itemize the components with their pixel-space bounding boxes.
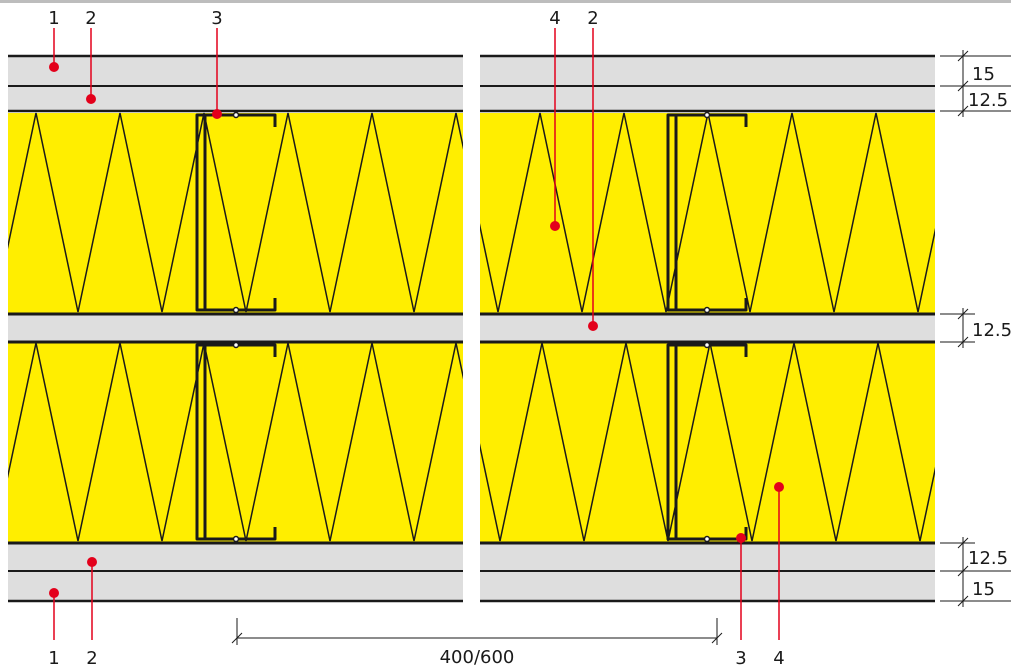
- marker-4-bottom: [774, 482, 784, 492]
- insulation-lower-right: [480, 343, 935, 542]
- callout-top-3: 3: [211, 8, 222, 29]
- callout-bottom-1: 1: [48, 648, 59, 668]
- stud-lower-left: [195, 343, 277, 541]
- dim-top-board: 15: [972, 64, 995, 85]
- board-inner-bottom-left: [8, 544, 463, 571]
- board-outer-bottom-right: [480, 571, 935, 601]
- dim-stud-spacing: 400/600: [440, 647, 515, 668]
- dim-second-board: 12.5: [968, 90, 1008, 111]
- callout-bottom-2: 2: [86, 648, 97, 668]
- marker-4-top: [550, 221, 560, 231]
- board-outer-top-right: [480, 56, 935, 86]
- board-inner-top-left: [8, 86, 463, 111]
- board-middle-right: [480, 315, 935, 341]
- board-outer-bottom-left: [8, 571, 463, 601]
- dim-middle-board: 12.5: [972, 320, 1011, 341]
- zigzag-lower-right: [480, 342, 935, 542]
- boards: [8, 56, 935, 601]
- marker-1-top: [49, 62, 59, 72]
- callout-top-2b: 2: [587, 8, 598, 29]
- marker-2-top: [86, 94, 96, 104]
- marker-2-middle: [588, 321, 598, 331]
- insulation: [8, 113, 935, 542]
- studs: [195, 113, 748, 541]
- leaders: [53, 28, 780, 640]
- dimension-lines: [231, 50, 1011, 645]
- markers: [49, 62, 784, 598]
- board-inner-bottom-right: [480, 544, 935, 571]
- insulation-upper-right: [480, 113, 935, 313]
- callout-top-1: 1: [48, 8, 59, 29]
- board-outer-top-left: [8, 56, 463, 86]
- marker-3-bottom: [736, 533, 746, 543]
- board-lines: [8, 54, 935, 603]
- dim-bottom-board: 15: [972, 579, 995, 600]
- stud-upper-right: [666, 113, 748, 312]
- marker-3-top: [212, 109, 222, 119]
- zigzag-lower-left: [8, 342, 463, 542]
- marker-1-bottom: [49, 588, 59, 598]
- dim-lower-board: 12.5: [968, 548, 1008, 569]
- callout-bottom-4: 4: [773, 648, 784, 668]
- stud-upper-left: [195, 113, 277, 312]
- board-inner-top-right: [480, 86, 935, 111]
- callout-bottom-3: 3: [735, 648, 746, 668]
- zigzag-upper-left: [8, 112, 463, 313]
- marker-2-bottom: [87, 557, 97, 567]
- insulation-upper-left: [8, 113, 463, 313]
- callout-top-4: 4: [549, 8, 560, 29]
- zigzag-upper-right: [480, 112, 935, 313]
- board-middle-left: [8, 315, 463, 341]
- callout-top-2: 2: [85, 8, 96, 29]
- insulation-lower-left: [8, 343, 463, 542]
- stud-lower-right: [666, 343, 748, 541]
- stud-screw-marks: [232, 111, 711, 543]
- top-rule: [0, 0, 1011, 3]
- insulation-hatching: [8, 112, 935, 542]
